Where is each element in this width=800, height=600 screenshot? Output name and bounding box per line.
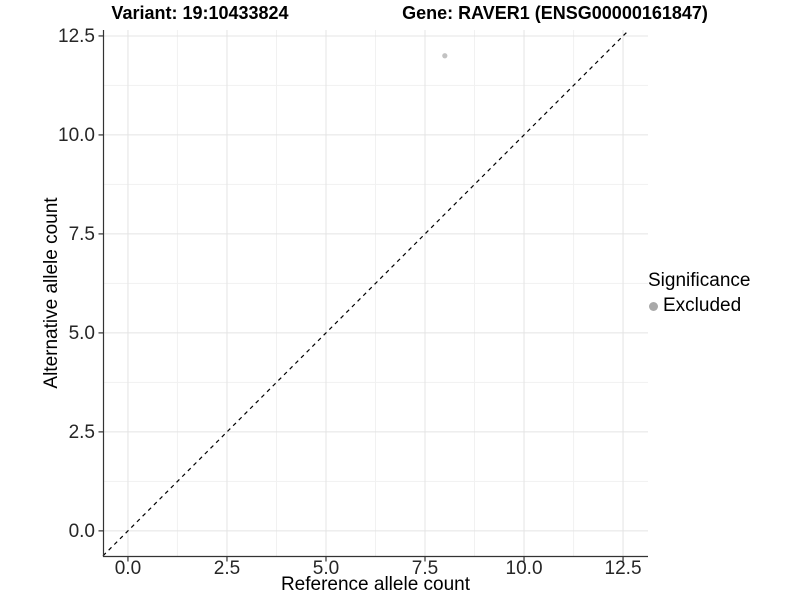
y-tick-label: 10.0 xyxy=(58,125,95,146)
data-point xyxy=(442,53,448,59)
y-axis-title: Alternative allele count xyxy=(41,197,62,389)
legend-item-label: Excluded xyxy=(663,295,742,316)
identity-line xyxy=(102,29,630,557)
legend-item-excluded: Excluded xyxy=(646,295,750,317)
x-tick-label: 0.0 xyxy=(115,558,141,579)
legend: Significance Excluded xyxy=(646,270,750,317)
legend-point-swatch xyxy=(649,301,658,311)
gene-title: Gene: RAVER1 (ENSG00000161847) xyxy=(402,3,708,23)
y-tick-label: 2.5 xyxy=(69,422,95,443)
x-tick-label: 5.0 xyxy=(313,558,339,579)
x-tick-label: 10.0 xyxy=(506,558,543,579)
plot-panel: 0.0 2.5 5.0 7.5 10.0 12.5 0.0 2.5 5.0 7.5 10.0 12.5 xyxy=(58,26,648,579)
variant-title: Variant: 19:10433824 xyxy=(111,3,289,23)
x-axis-title: Reference allele count xyxy=(280,574,471,595)
x-tick-label: 12.5 xyxy=(605,558,642,579)
y-tick-label: 7.5 xyxy=(69,224,95,245)
legend-title: Significance xyxy=(648,270,751,291)
x-tick-label: 7.5 xyxy=(412,558,438,579)
y-tick-label: 0.0 xyxy=(69,521,95,542)
y-tick-label: 12.5 xyxy=(58,26,95,47)
x-tick-label: 2.5 xyxy=(214,558,240,579)
y-tick-label: 5.0 xyxy=(69,323,95,344)
